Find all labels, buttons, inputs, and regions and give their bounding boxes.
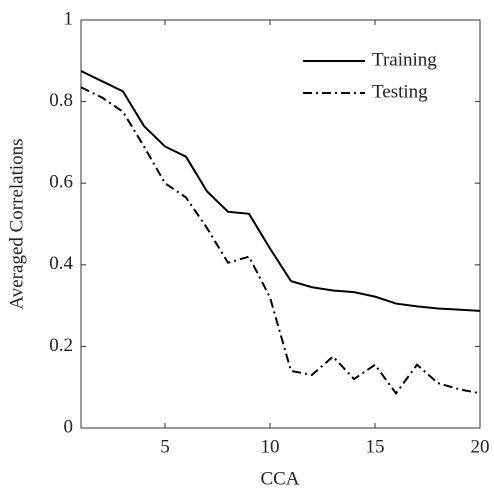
axes-box bbox=[80, 19, 481, 429]
y-tick-label: 0.2 bbox=[49, 335, 73, 356]
y-axis-label: Averaged Correlations bbox=[6, 138, 27, 309]
series-line bbox=[80, 86, 481, 396]
legend-label: Testing bbox=[372, 81, 428, 102]
x-tick-label: 15 bbox=[366, 436, 385, 457]
x-tick-label: 5 bbox=[160, 436, 170, 457]
x-axis-label: CCA bbox=[260, 468, 299, 489]
x-tick-label: 10 bbox=[261, 436, 280, 457]
series-line bbox=[80, 70, 481, 312]
x-tick-label: 20 bbox=[471, 436, 490, 457]
y-tick-label: 0.4 bbox=[49, 253, 73, 274]
y-tick-label: 0.8 bbox=[49, 90, 73, 111]
y-tick-label: 0 bbox=[64, 416, 74, 437]
y-tick-label: 0.6 bbox=[49, 172, 73, 193]
y-tick-label: 1 bbox=[64, 8, 74, 29]
legend-label: Training bbox=[372, 49, 437, 70]
